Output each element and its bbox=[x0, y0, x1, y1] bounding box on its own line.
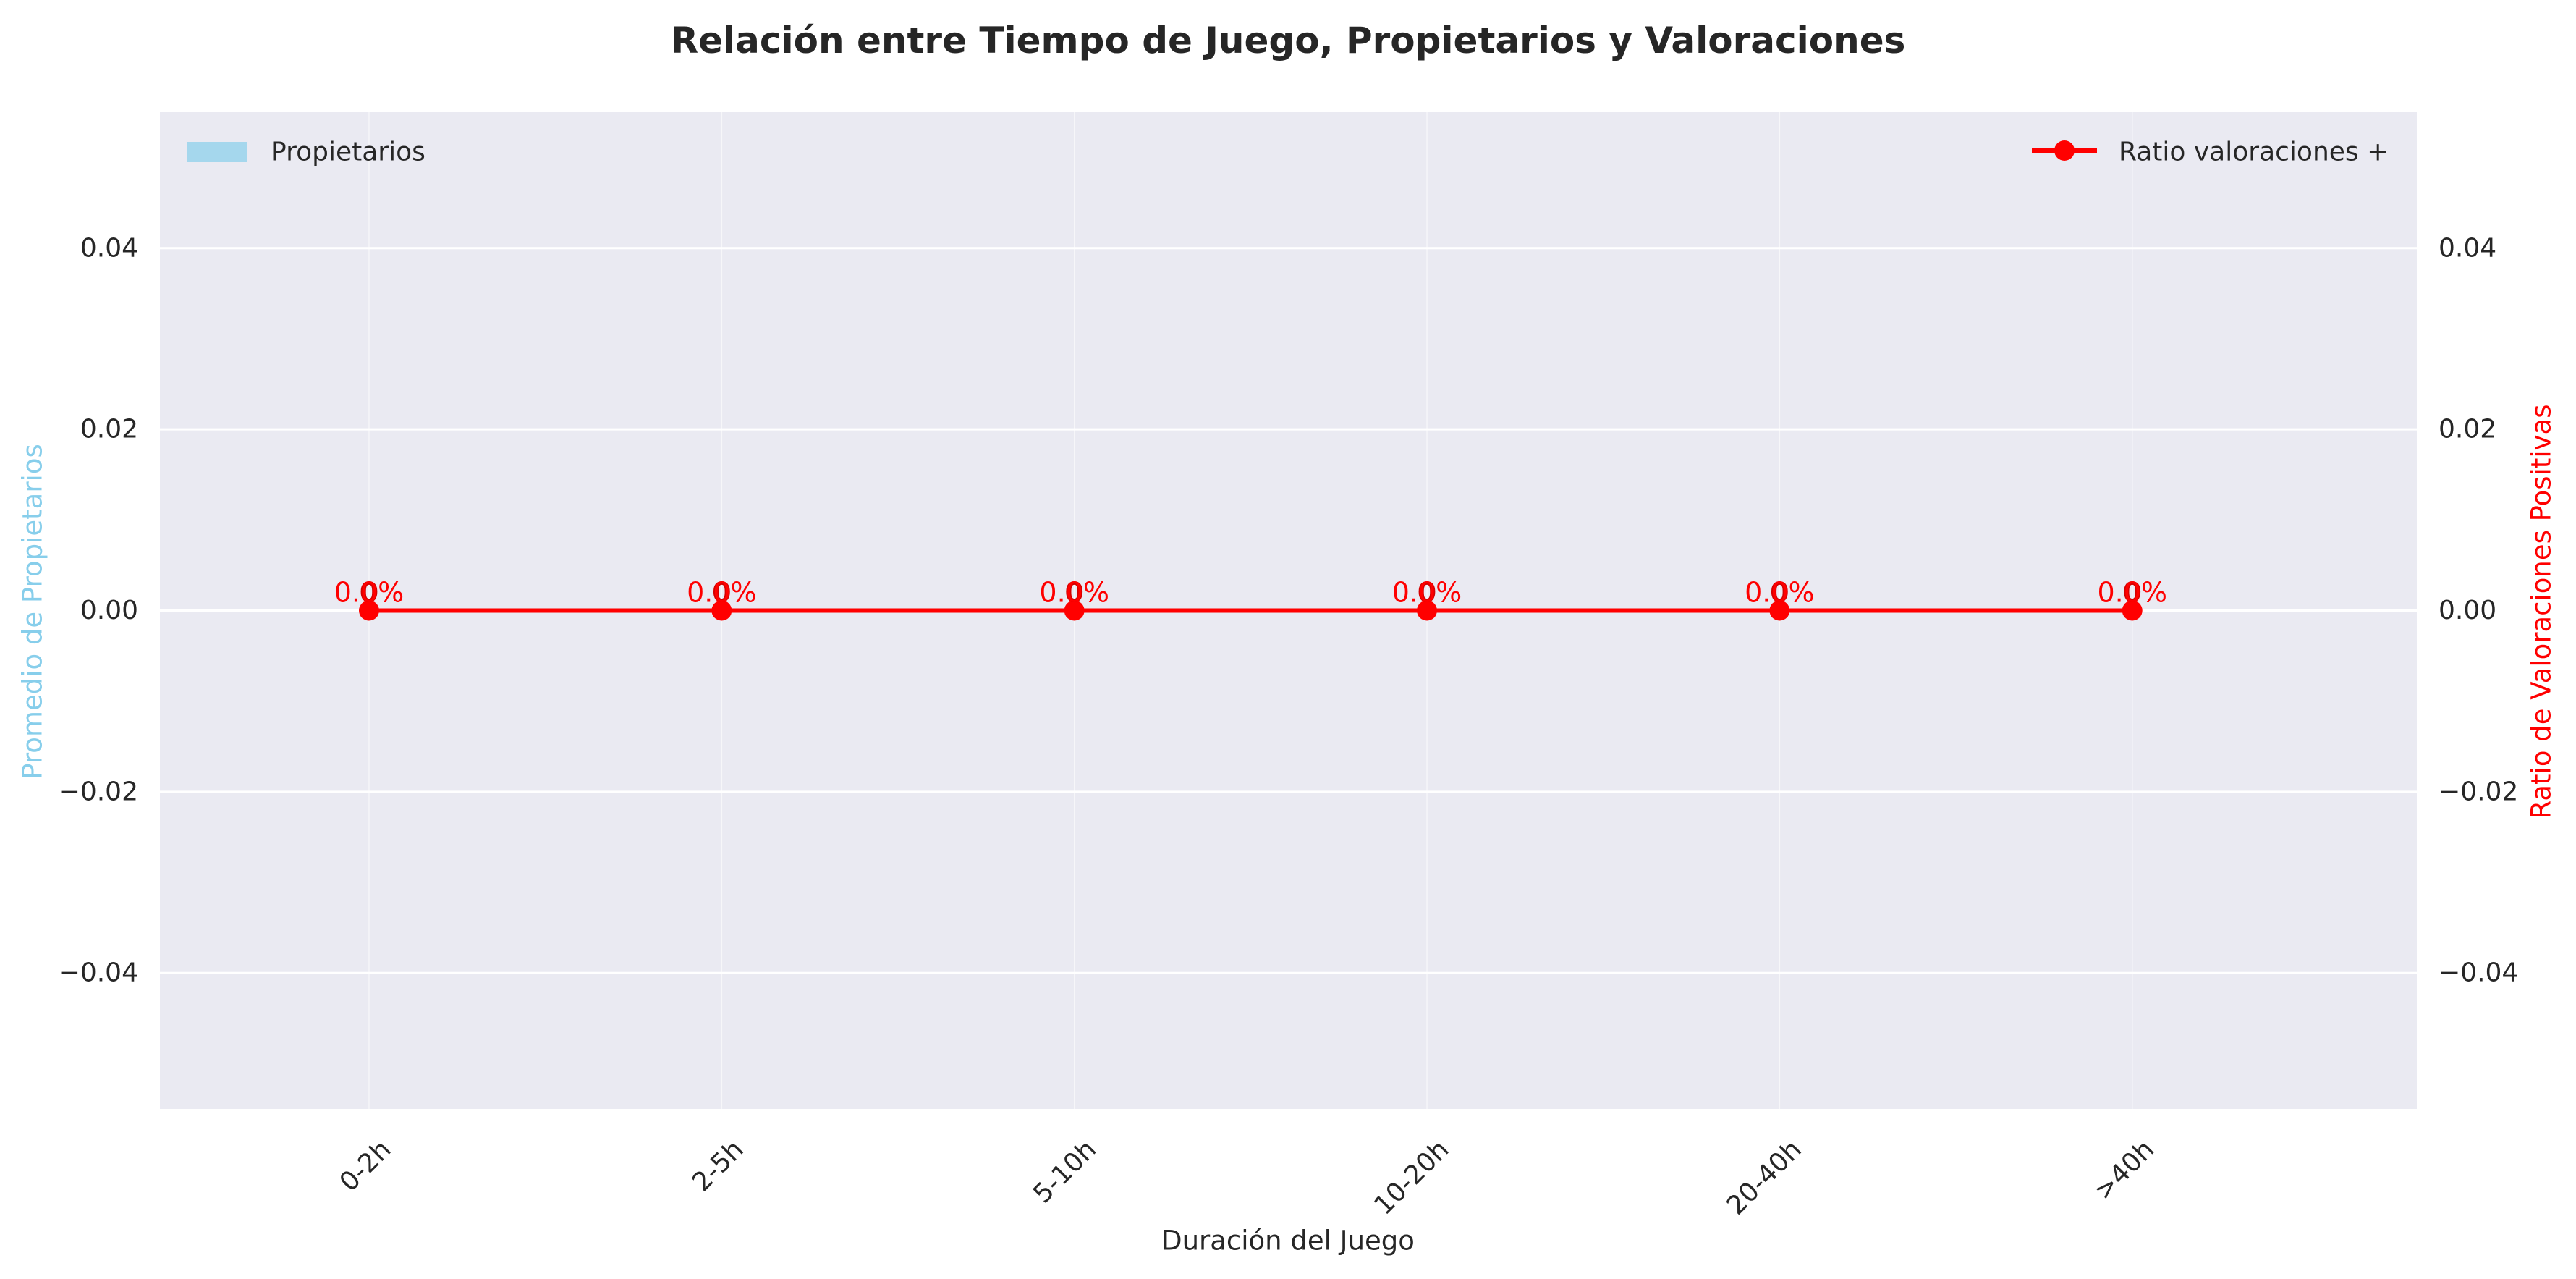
y-tick-label-left: 0.04 bbox=[80, 233, 138, 263]
y-tick-label-right: 0.04 bbox=[2439, 233, 2496, 263]
y-tick-label-left: 0.00 bbox=[80, 596, 138, 625]
y-tick-label-left: −0.04 bbox=[59, 958, 138, 988]
x-tick-label: >40h bbox=[2088, 1134, 2160, 1206]
line-value-label: 0.0% bbox=[334, 577, 404, 609]
y-tick-label-right: −0.02 bbox=[2439, 777, 2518, 806]
x-axis-label: Duración del Juego bbox=[1161, 1225, 1415, 1257]
line-value-label: 0.0% bbox=[2097, 577, 2167, 609]
x-tick-label: 2-5h bbox=[687, 1134, 750, 1197]
legend-swatch-marker bbox=[2054, 140, 2075, 161]
legend-label-ratio: Ratio valoraciones + bbox=[2119, 138, 2389, 167]
x-tick-label: 0-2h bbox=[334, 1134, 397, 1197]
bar-value-label: 0 bbox=[2122, 577, 2141, 609]
bar-value-label: 0 bbox=[360, 577, 378, 609]
legend-swatch-propietarios bbox=[187, 142, 247, 162]
y-tick-label-right: 0.00 bbox=[2439, 596, 2496, 625]
y-tick-label-right: 0.02 bbox=[2439, 415, 2496, 444]
y-axis-label-left: Promedio de Propietarios bbox=[17, 444, 48, 780]
point-ratio-valoraciones bbox=[1769, 600, 1790, 621]
x-tick-label: 20-40h bbox=[1721, 1134, 1808, 1220]
point-ratio-valoraciones bbox=[711, 600, 732, 621]
legend-label-propietarios: Propietarios bbox=[271, 138, 425, 167]
line-value-label: 0.0% bbox=[687, 577, 757, 609]
bar-value-label: 0 bbox=[1418, 577, 1436, 609]
point-ratio-valoraciones bbox=[358, 600, 379, 621]
bar-value-label: 0 bbox=[1770, 577, 1789, 609]
bar-value-label: 0 bbox=[712, 577, 731, 609]
bar-value-label: 0 bbox=[1064, 577, 1083, 609]
line-value-label: 0.0% bbox=[1039, 577, 1109, 609]
y-axis-label-right: Ratio de Valoraciones Positivas bbox=[2526, 404, 2557, 819]
line-value-label: 0.0% bbox=[1392, 577, 1462, 609]
point-ratio-valoraciones bbox=[2122, 600, 2143, 621]
y-tick-label-left: 0.02 bbox=[80, 415, 138, 444]
point-ratio-valoraciones bbox=[1417, 600, 1438, 621]
y-tick-label-left: −0.02 bbox=[59, 777, 138, 806]
point-ratio-valoraciones bbox=[1064, 600, 1085, 621]
x-tick-label: 5-10h bbox=[1028, 1134, 1102, 1209]
chart-title: Relación entre Tiempo de Juego, Propieta… bbox=[671, 20, 1906, 62]
y-tick-label-right: −0.04 bbox=[2439, 958, 2518, 988]
legend-left: Propietarios bbox=[187, 138, 425, 167]
line-value-label: 0.0% bbox=[1745, 577, 1815, 609]
x-tick-label: 10-20h bbox=[1368, 1134, 1454, 1220]
legend-right: Ratio valoraciones + bbox=[2032, 138, 2389, 167]
